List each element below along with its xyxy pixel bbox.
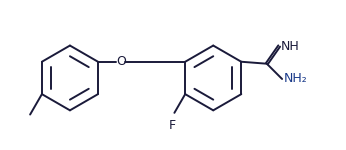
Text: NH₂: NH₂: [284, 72, 308, 86]
Text: NH: NH: [281, 40, 300, 52]
Text: O: O: [117, 55, 127, 68]
Text: F: F: [169, 119, 176, 132]
